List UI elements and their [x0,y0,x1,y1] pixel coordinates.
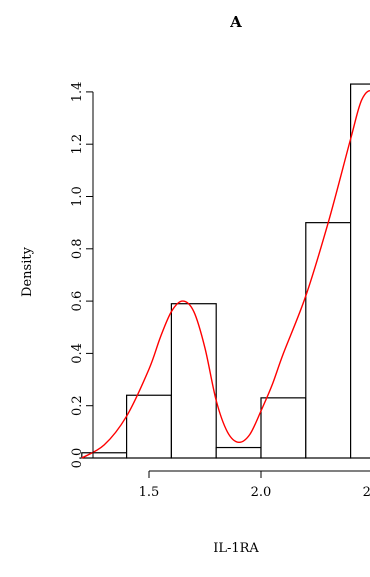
chart-title: A [229,13,242,31]
histogram-bar-5 [260,397,307,459]
histogram-bar-7 [350,83,370,459]
y-tick-label-5: 0.8 [70,238,85,259]
density-curve [81,90,370,459]
x-tick-label-1: 1.5 [139,485,160,500]
histogram-bars [81,83,370,459]
x-tick-label-2: 2.0 [251,485,272,500]
y-tick-label-4: 0.6 [70,291,85,312]
y-tick-label-7: 1.2 [70,134,85,155]
x-axis-label: IL-1RA [213,541,259,556]
y-tick-label-6: 1.0 [70,186,85,207]
y-tick-label-8: 1.4 [70,82,85,103]
x-axis: 1.52.02.53.0 [139,470,370,500]
y-tick-label-1: 0.0 [70,448,85,469]
y-tick-label-2: 0.2 [70,395,85,416]
histogram-bar-6 [305,222,352,459]
y-tick-label-3: 0.4 [70,343,85,364]
density-curve-layer [81,90,370,459]
x-tick-label-3: 2.5 [363,485,370,500]
histogram-bar-4 [215,446,262,459]
y-axis-label: Density [20,246,35,297]
histogram-bar-3 [170,303,217,459]
y-axis: 0.0 0.2 0.4 0.6 0.8 1.0 1.2 1.4 [70,82,94,469]
